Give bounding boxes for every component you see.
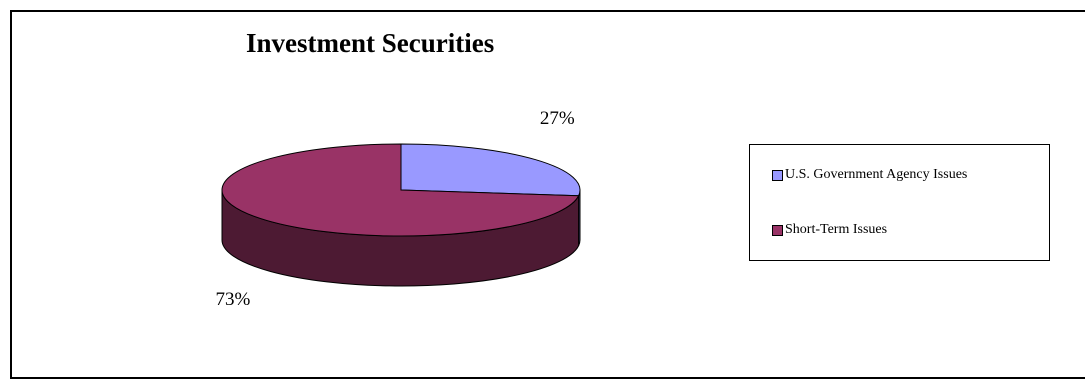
- legend-label: U.S. Government Agency Issues: [785, 167, 968, 182]
- legend-swatch-icon: [772, 224, 783, 236]
- legend: U.S. Government Agency Issues Short-Term…: [749, 144, 1050, 261]
- chart-title: Investment Securities: [246, 28, 495, 58]
- legend-item-us-government-agency-issues: U.S. Government Agency Issues: [772, 167, 967, 183]
- pie-data-labels: 27% 73%: [216, 108, 575, 310]
- pie-slice-1: [221, 143, 580, 237]
- legend-swatch-icon: [772, 169, 783, 181]
- pie-data-label-1: 73%: [216, 289, 251, 310]
- pie-top-slices: [221, 143, 581, 237]
- legend-item-short-term-issues: Short-Term Issues: [772, 222, 887, 238]
- pie-chart: 27% 73%: [216, 108, 581, 310]
- pie-data-label-0: 27%: [540, 108, 575, 129]
- legend-label: Short-Term Issues: [785, 222, 888, 237]
- pie-slice-0: [400, 143, 581, 197]
